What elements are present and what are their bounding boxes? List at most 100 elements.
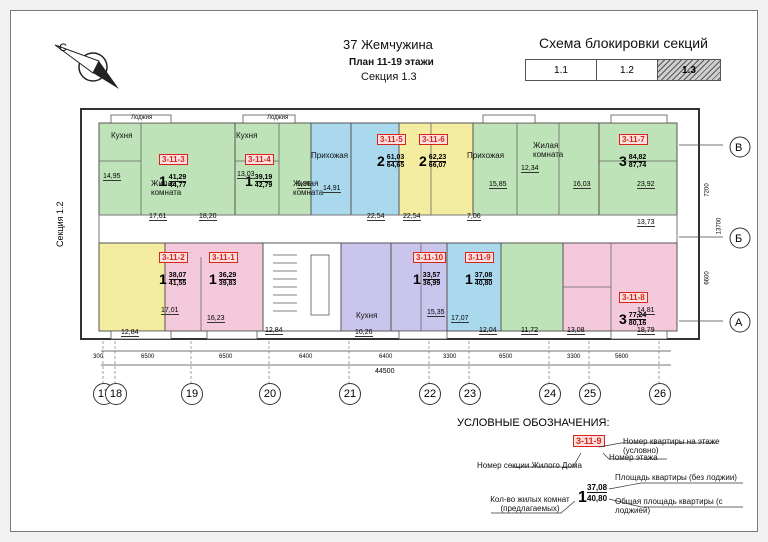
apartment-area: 37,08 <box>474 271 493 280</box>
legend-sample-area: 37,08 <box>587 483 608 493</box>
room-label-living: Жилая комната <box>151 179 182 197</box>
dim-right-2: 6600 <box>704 271 711 285</box>
legend-leader-lines <box>491 442 743 514</box>
apartment-3-11-3 <box>98 122 236 216</box>
apartment-area: 41,29 <box>168 173 187 182</box>
legend-item-area: Площадь квартиры (без лоджии) <box>615 473 737 482</box>
apartment-label: 3-11-4 1 39,19 42,79 <box>245 149 274 189</box>
scheme-segment-1-2: 1.2 <box>596 59 658 81</box>
room-label-loggia-2: Лоджия <box>267 115 289 121</box>
room-area: 12,84 <box>265 327 283 335</box>
apartment-total: 40,80 <box>474 279 493 287</box>
apartment-code: 3-11-5 <box>377 134 406 145</box>
section-scheme: 1.1 1.2 1.3 <box>525 59 721 81</box>
apartment-area: 39,19 <box>254 173 273 182</box>
room-area: 14,91 <box>323 185 341 193</box>
apartment-3-11-10-a <box>340 242 392 332</box>
axis-number: 20 <box>259 383 281 405</box>
axis-letter-b: Б <box>729 227 751 254</box>
axis-letter-v: В <box>729 136 751 163</box>
axis-number: 24 <box>539 383 561 405</box>
apartment-label: 3-11-3 1 41,29 44,77 <box>159 149 188 189</box>
span-dimension: 3300 <box>567 354 581 360</box>
section-subtitle: Секция 1.3 <box>361 71 417 83</box>
apartment-area: 33,57 <box>422 271 441 280</box>
apartment-total: 87,74 <box>628 161 647 169</box>
svg-text:В: В <box>735 142 742 154</box>
axis-number: 23 <box>459 383 481 405</box>
room-area: 16,03 <box>573 181 591 189</box>
apartment-rooms: 2 <box>419 153 427 169</box>
apartment-3-11-5-b <box>310 122 352 216</box>
legend-title: УСЛОВНЫЕ ОБОЗНАЧЕНИЯ: <box>457 417 610 429</box>
room-area: 10,26 <box>355 329 373 337</box>
span-dimension: 6400 <box>299 354 313 360</box>
apartment-total: 42,79 <box>254 181 273 189</box>
apartment-rooms: 1 <box>209 271 217 287</box>
axis-number: 19 <box>181 383 203 405</box>
span-dimension: 300 <box>93 354 104 360</box>
apartment-code: 3-11-2 <box>159 252 188 263</box>
apartment-total: 80,16 <box>628 319 647 327</box>
apartment-total: 64,65 <box>386 161 405 169</box>
apartment-label: 3-11-9 1 37,08 40,80 <box>465 247 494 287</box>
room-area: 13,03 <box>237 171 255 179</box>
room-area: 14,81 <box>637 307 655 315</box>
apartment-code: 3-11-7 <box>619 134 648 145</box>
apartment-rooms: 3 <box>619 311 627 327</box>
room-area: 22,54 <box>367 213 385 221</box>
svg-text:А: А <box>735 317 743 329</box>
apartment-label: 3-11-6 2 62,23 66,07 <box>419 129 448 169</box>
apartment-label: 3-11-8 3 77,24 80,16 <box>619 287 648 327</box>
dim-right-1: 7200 <box>704 183 711 197</box>
north-compass-icon: С <box>54 42 119 89</box>
room-label-hall-2: Прихожая <box>311 151 349 160</box>
apartment-total: 41,55 <box>168 279 187 287</box>
apartment-total: 66,07 <box>428 161 447 169</box>
apartment-code: 3-11-9 <box>465 252 494 263</box>
scheme-segment-1-3: 1.3 <box>657 59 721 81</box>
apartment-code: 3-11-8 <box>619 292 648 303</box>
room-area: 12,84 <box>121 329 139 337</box>
axis-number: 21 <box>339 383 361 405</box>
apartment-total: 36,99 <box>422 279 441 287</box>
apartment-rooms: 1 <box>245 173 253 189</box>
span-dimension: 3300 <box>443 354 457 360</box>
span-dimension: 6500 <box>141 354 155 360</box>
apartment-rooms: 1 <box>465 271 473 287</box>
legend-sample-total: 40,80 <box>587 494 608 503</box>
span-dimension: 6500 <box>499 354 513 360</box>
room-area: 16,23 <box>207 315 225 323</box>
room-label-loggia: Лоджия <box>131 115 153 121</box>
apartment-code: 3-11-6 <box>419 134 448 145</box>
apartment-3-11-7-left <box>472 122 600 216</box>
room-label-kitchen-2: Кухня <box>236 131 258 140</box>
legend-item-section: Номер секции Жилого Дома <box>477 461 582 470</box>
apartment-label: 3-11-1 1 36,29 39,83 <box>209 247 238 287</box>
room-area: 23,92 <box>637 181 655 189</box>
apartment-rooms: 1 <box>159 173 167 189</box>
apartment-rooms: 3 <box>619 153 627 169</box>
scheme-segment-1-1: 1.1 <box>525 59 597 81</box>
apartment-code: 3-11-3 <box>159 154 188 165</box>
apartment-rooms: 2 <box>377 153 385 169</box>
room-label-living-3: Жилая комната <box>533 141 564 159</box>
room-area: 14,95 <box>103 173 121 181</box>
apartment-area: 62,23 <box>428 153 447 162</box>
room-area: 17,01 <box>161 307 179 315</box>
apartment-area: 84,82 <box>628 153 647 162</box>
legend-item-apt-number: Номер квартиры на этаже (условно) <box>623 437 720 455</box>
apartment-area: 61,03 <box>386 153 405 162</box>
apartment-label: 3-11-5 2 61,03 64,65 <box>377 129 406 169</box>
floor-plan: Секция 1.2 <box>55 108 723 389</box>
room-label-kitchen: Кухня <box>111 131 133 140</box>
svg-text:Б: Б <box>735 233 742 245</box>
span-dimension: 6500 <box>219 354 233 360</box>
floors-subtitle: План 11-19 этажи <box>349 57 434 68</box>
apartment-code: 3-11-4 <box>245 154 274 165</box>
scheme-title: Схема блокировки секций <box>539 35 708 51</box>
apartment-code: 3-11-1 <box>209 252 238 263</box>
room-area: 12,04 <box>479 327 497 335</box>
apartment-label: 3-11-2 1 38,07 41,55 <box>159 247 188 287</box>
room-area: 18,20 <box>199 213 217 221</box>
